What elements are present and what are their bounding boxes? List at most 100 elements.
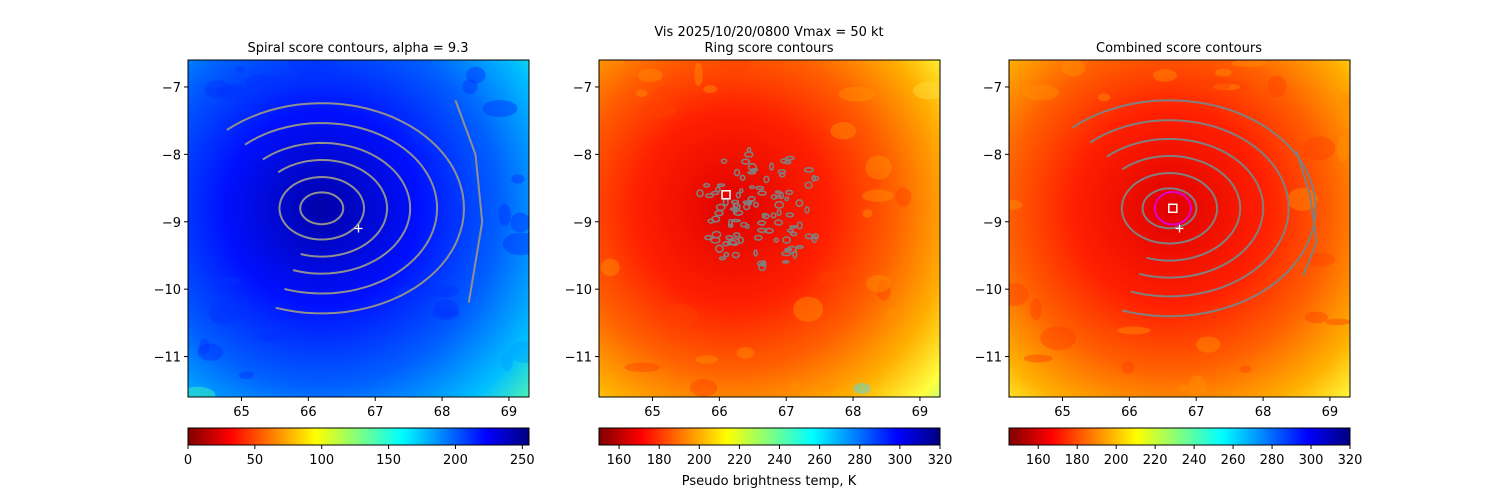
x-tick-label: 65 xyxy=(233,405,250,420)
heatmap-patch xyxy=(1267,75,1287,98)
heatmap-patch xyxy=(245,74,282,90)
heatmap-patch xyxy=(510,212,529,233)
contour-blob xyxy=(773,237,780,243)
contour-blob xyxy=(785,212,795,218)
contour-blob xyxy=(716,183,726,188)
y-tick-label: −11 xyxy=(565,351,592,366)
y-tick-label: −8 xyxy=(162,148,181,163)
heatmap-patch xyxy=(689,378,718,397)
contour-line xyxy=(1071,99,1317,318)
contour-blob xyxy=(804,181,813,189)
contour-blob xyxy=(804,206,810,214)
contour-line xyxy=(1120,171,1219,245)
heatmap-patch xyxy=(694,62,703,87)
heatmap-patch xyxy=(1061,60,1086,77)
colorbar-tick-label: 240 xyxy=(1182,453,1207,468)
contour-blob xyxy=(753,234,763,241)
x-tick-label: 69 xyxy=(1322,405,1339,420)
y-tick-label: −8 xyxy=(573,148,592,163)
heatmap-patch xyxy=(216,84,256,101)
panel-spiral-xticks: 65 66 67 68 69 xyxy=(233,405,517,420)
heatmap-patch xyxy=(199,338,210,355)
colorbar-tick-label: 180 xyxy=(647,453,672,468)
heatmap-patch xyxy=(913,81,940,100)
contour-blob xyxy=(732,202,739,209)
contour-blob xyxy=(696,189,704,198)
heatmap-patch xyxy=(1097,93,1111,102)
contour-blob xyxy=(752,201,759,208)
contour-blob xyxy=(710,190,720,196)
contour-blob xyxy=(781,251,792,257)
heatmap-patch xyxy=(661,304,698,327)
heatmap-field xyxy=(1009,60,1350,397)
heatmap-patch xyxy=(695,355,718,364)
contour-line xyxy=(454,100,484,303)
colorbar-bar xyxy=(1008,427,1351,446)
contour-blob xyxy=(748,185,756,190)
contour-blob xyxy=(761,213,770,220)
contour-blob xyxy=(747,171,757,175)
heatmap-patch xyxy=(1231,60,1267,67)
contour-blob xyxy=(732,206,739,214)
colorbar-tick-label: 160 xyxy=(607,453,632,468)
x-tick-label: 65 xyxy=(644,405,661,420)
contour-blob xyxy=(733,168,741,177)
plus-marker xyxy=(1175,224,1184,233)
heatmap-patch xyxy=(466,66,486,84)
y-tick-label: −9 xyxy=(983,216,1002,231)
contour-blob xyxy=(718,256,727,261)
contour-blob xyxy=(784,155,795,161)
x-tick-label: 66 xyxy=(711,405,728,420)
colorbar-tick-label: 100 xyxy=(309,453,334,468)
heatmap-patch xyxy=(861,189,895,202)
contour-blob xyxy=(704,193,714,199)
x-tick-label: 66 xyxy=(300,405,317,420)
contour-blob xyxy=(732,232,741,238)
heatmap-patch xyxy=(498,203,511,227)
colorbar-tick-label: 150 xyxy=(376,453,401,468)
heatmap-patch xyxy=(838,86,876,102)
contour-blob xyxy=(702,182,711,188)
contour-blob xyxy=(725,235,734,241)
contour-blob xyxy=(731,251,740,259)
heatmap-patch xyxy=(1023,354,1053,363)
heatmap-patch xyxy=(287,60,323,74)
ring-marker xyxy=(1153,191,1192,226)
heatmap-patch xyxy=(1153,69,1177,82)
contour-blob xyxy=(774,200,785,209)
contour-blob xyxy=(783,160,792,165)
x-tick-label: 69 xyxy=(501,405,518,420)
y-tick-label: −7 xyxy=(162,81,181,96)
contour-blob xyxy=(727,218,733,227)
heatmap-patch xyxy=(736,347,755,359)
contour-line xyxy=(277,159,389,258)
contour-blob xyxy=(774,194,782,199)
heatmap-patch xyxy=(370,93,380,101)
heatmap-patch xyxy=(204,80,233,99)
heatmap-patch xyxy=(624,362,661,372)
panel-combined: Combined score contours 65 66 67 68 69 −… xyxy=(975,41,1363,468)
heatmap-patch xyxy=(1304,252,1335,267)
square-marker xyxy=(1168,203,1178,214)
contour-blob xyxy=(746,147,752,153)
y-tick-label: −7 xyxy=(983,81,1002,96)
heatmap-patch xyxy=(866,274,892,293)
heatmap-patch xyxy=(188,386,216,397)
heatmap-patch xyxy=(1021,84,1060,101)
contour-blob xyxy=(753,249,758,257)
colorbar-bar xyxy=(598,427,941,446)
panel-spiral-plot xyxy=(184,59,530,401)
heatmap-patch xyxy=(1337,100,1350,113)
contour-blob xyxy=(811,174,817,182)
panel-ring-xticks: 65 66 67 68 69 xyxy=(644,405,928,420)
heatmap-patch xyxy=(818,378,835,393)
x-tick-label: 68 xyxy=(434,405,451,420)
colorbar-label: Pseudo brightness temp, K xyxy=(682,474,857,489)
contour-blob xyxy=(747,195,756,202)
figure-suptitle: Vis 2025/10/20/0800 Vmax = 50 kt xyxy=(654,25,883,40)
colorbar-tick-label: 280 xyxy=(847,453,872,468)
colorbar-tick-label: 240 xyxy=(767,453,792,468)
plus-marker xyxy=(354,224,363,233)
heatmap-patch xyxy=(1254,292,1272,305)
